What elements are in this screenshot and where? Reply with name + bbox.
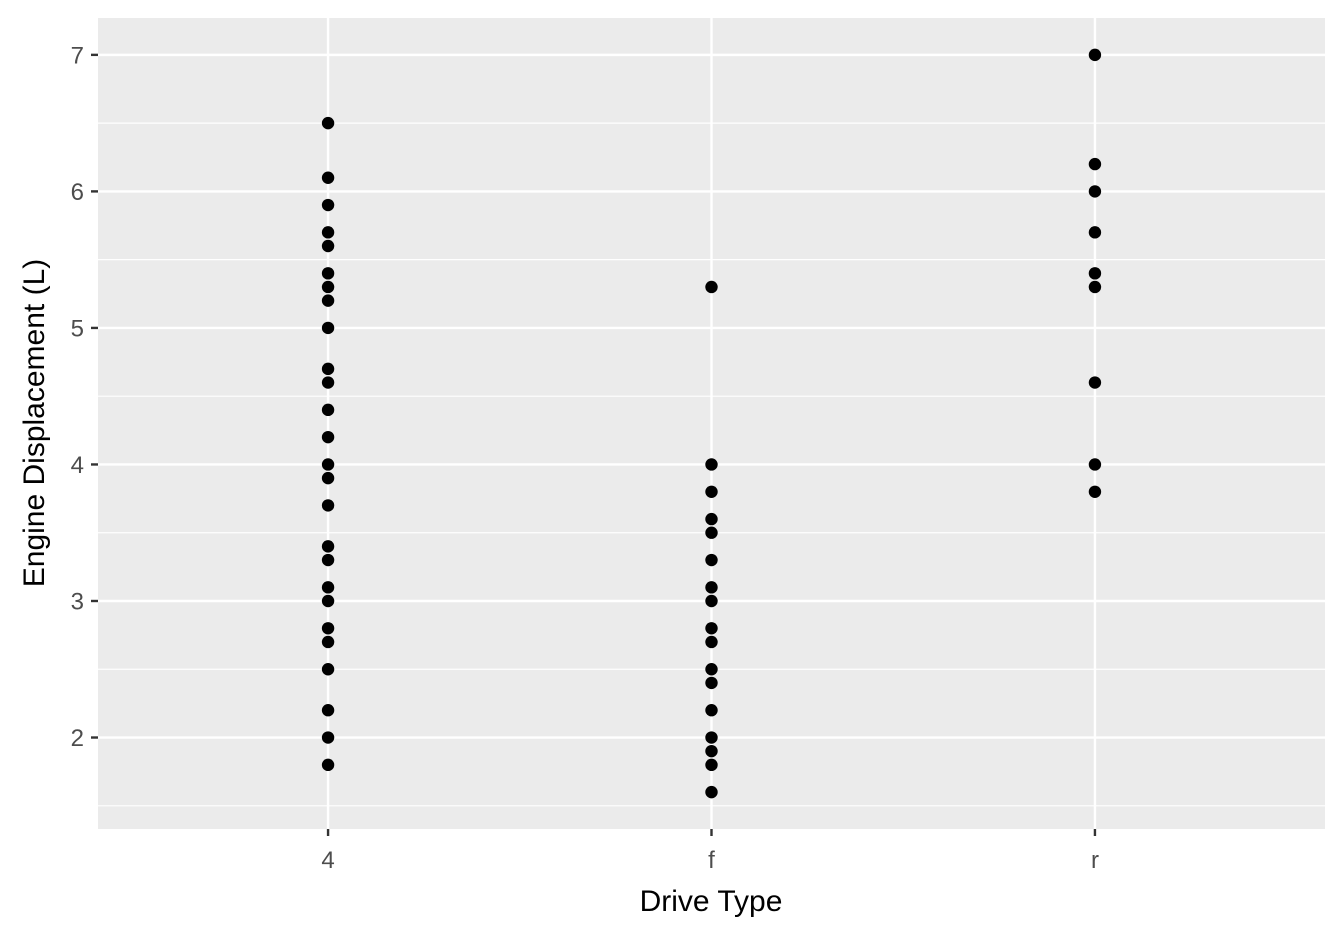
data-point	[1088, 376, 1102, 389]
data-point	[321, 499, 335, 512]
data-point	[321, 198, 335, 212]
data-points	[321, 48, 1102, 799]
data-point	[705, 594, 718, 608]
data-point	[705, 704, 718, 717]
y-tick-label: 5	[71, 315, 84, 342]
data-point	[321, 280, 335, 294]
data-point	[321, 239, 335, 253]
data-point	[705, 526, 718, 539]
data-point	[321, 116, 335, 130]
data-point	[705, 485, 718, 498]
data-point	[321, 758, 335, 772]
data-point	[705, 458, 718, 471]
data-point	[321, 458, 335, 471]
data-point	[321, 731, 335, 744]
data-point	[321, 581, 335, 594]
data-point	[1088, 267, 1102, 280]
data-point	[321, 267, 335, 280]
data-point	[705, 553, 718, 567]
data-point	[1088, 157, 1102, 171]
data-point	[1088, 458, 1102, 471]
y-tick-label: 4	[71, 452, 84, 479]
x-axis: 4 f r	[321, 829, 1099, 874]
x-axis-title: Drive Type	[640, 885, 783, 918]
data-point	[705, 581, 718, 594]
data-point	[705, 635, 718, 649]
data-point	[705, 280, 718, 294]
data-point	[705, 512, 718, 526]
data-point	[321, 226, 335, 239]
major-gridlines	[98, 18, 1325, 829]
y-tick-label: 6	[71, 179, 84, 206]
y-tick-label: 7	[71, 42, 84, 69]
y-axis: 2 3 4 5 6 7	[71, 42, 98, 752]
data-point	[321, 294, 335, 307]
data-point	[321, 594, 335, 608]
data-point	[321, 540, 335, 553]
data-point	[321, 663, 335, 676]
data-point	[705, 731, 718, 744]
data-point	[705, 785, 718, 799]
y-axis-title: Engine Displacement (L)	[18, 259, 51, 588]
data-point	[321, 403, 335, 417]
data-point	[705, 622, 718, 635]
data-point	[1088, 280, 1102, 294]
data-point	[321, 430, 335, 444]
data-point	[705, 676, 718, 690]
data-point	[705, 744, 718, 758]
data-point	[321, 376, 335, 389]
y-tick-label: 2	[71, 725, 84, 752]
data-point	[1088, 48, 1102, 62]
data-point	[1088, 185, 1102, 198]
x-tick-label: r	[1091, 847, 1099, 874]
x-tick-label: f	[708, 847, 715, 874]
data-point	[705, 663, 718, 676]
data-point	[321, 635, 335, 649]
data-point	[321, 321, 335, 335]
y-tick-label: 3	[71, 588, 84, 615]
data-point	[321, 622, 335, 635]
data-point	[1088, 485, 1102, 498]
data-point	[321, 171, 335, 184]
data-point	[705, 758, 718, 772]
data-point	[1088, 226, 1102, 239]
data-point	[321, 362, 335, 376]
data-point	[321, 471, 335, 485]
data-point	[321, 704, 335, 717]
data-point	[321, 553, 335, 567]
x-tick-label: 4	[321, 847, 334, 874]
